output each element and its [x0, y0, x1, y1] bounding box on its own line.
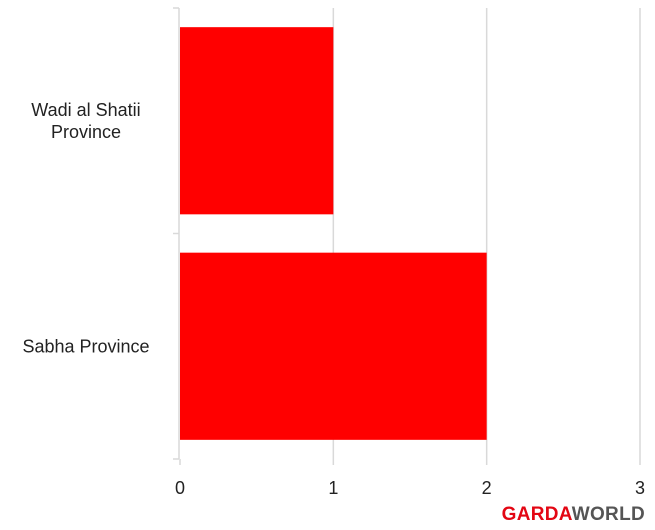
logo-part-world: WORLD: [571, 504, 645, 525]
category-label-1-line-1: Wadi al Shatii: [31, 100, 140, 120]
logo-part-garda: GARDA: [501, 504, 572, 525]
category-label-2-line-1: Sabha Province: [22, 336, 149, 356]
gardaworld-logo: GARDAWORLD: [502, 504, 645, 526]
bar-2: [180, 252, 487, 440]
x-tick-label-2: 2: [482, 478, 492, 498]
x-tick-label-3: 3: [635, 478, 645, 498]
x-tick-label-0: 0: [175, 478, 185, 498]
category-label-1-line-2: Province: [51, 122, 121, 142]
x-tick-label-1: 1: [328, 478, 338, 498]
bar-1: [180, 27, 334, 215]
